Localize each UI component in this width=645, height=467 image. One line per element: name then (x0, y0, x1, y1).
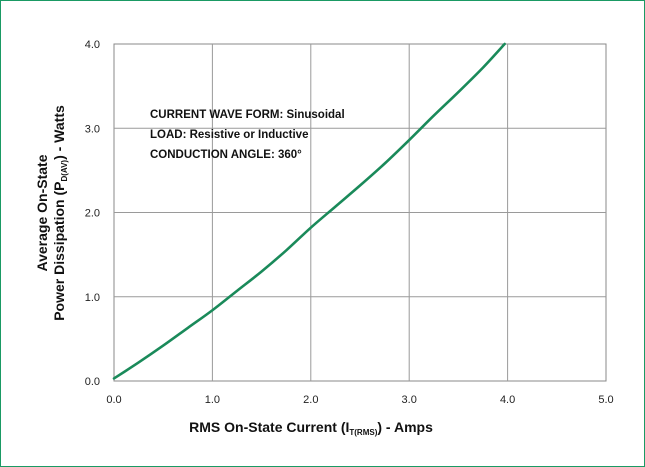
x-tick-labels: 0.0 1.0 2.0 3.0 4.0 5.0 (106, 394, 613, 406)
y-axis-label: Average On-State Power Dissipation (PD(A… (34, 105, 69, 321)
y-axis-label-line1: Average On-State (34, 154, 50, 271)
x-tick-label: 5.0 (598, 394, 613, 406)
annotation-load: LOAD: Resistive or Inductive (150, 129, 308, 141)
series-line-0 (112, 42, 506, 380)
annotation-block: CURRENT WAVE FORM: Sinusoidal LOAD: Resi… (150, 109, 345, 161)
y-tick-label: 4.0 (85, 39, 100, 51)
y-tick-label: 3.0 (85, 123, 100, 135)
annotation-conduction-angle: CONDUCTION ANGLE: 360° (150, 149, 302, 161)
x-tick-label: 0.0 (106, 394, 121, 406)
y-tick-label: 2.0 (85, 208, 100, 220)
annotation-wave-form: CURRENT WAVE FORM: Sinusoidal (150, 109, 345, 121)
x-axis-label: RMS On-State Current (IT(RMS)) - Amps (189, 419, 433, 437)
y-axis-label-line2: Power Dissipation (PD(AV)) - Watts (51, 105, 69, 321)
grid (113, 43, 607, 382)
x-tick-label: 3.0 (402, 394, 417, 406)
x-tick-label: 4.0 (500, 394, 515, 406)
x-tick-label: 1.0 (205, 394, 220, 406)
series-layer (112, 42, 506, 380)
y-tick-label: 1.0 (85, 292, 100, 304)
x-tick-label: 2.0 (303, 394, 318, 406)
y-tick-label: 0.0 (85, 376, 100, 388)
y-tick-labels: 0.0 1.0 2.0 3.0 4.0 (85, 39, 100, 388)
